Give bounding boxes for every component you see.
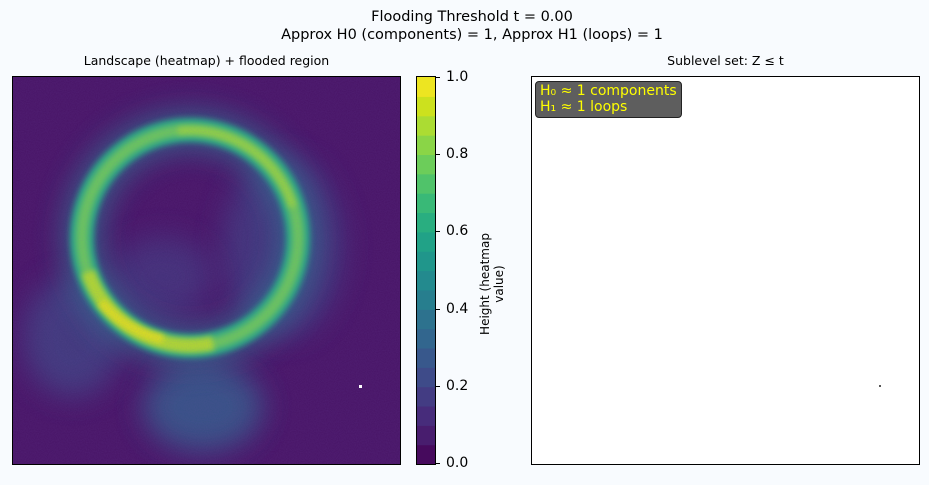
heatmap-noise: [13, 77, 400, 464]
figure-title-line2: Approx H0 (components) = 1, Approx H1 (l…: [281, 27, 663, 43]
colorbar-level: [417, 309, 435, 330]
flooded-point: [359, 385, 362, 388]
sublevel-point: [879, 385, 881, 387]
colorbar-level: [417, 212, 435, 233]
colorbar-level: [417, 270, 435, 291]
colorbar-tick-label: 0.6: [446, 223, 469, 240]
colorbar-tick: [435, 231, 440, 233]
sublevel-title: Sublevel set: Z ≤ t: [667, 53, 784, 68]
colorbar-level: [417, 444, 435, 464]
colorbar-level: [417, 405, 435, 426]
h0-annotation: H₀ ≈ 1 components: [540, 83, 677, 99]
colorbar-tick: [435, 154, 440, 156]
colorbar-tick-label: 0.0: [446, 455, 469, 471]
heatmap-canvas: [13, 77, 400, 464]
colorbar-tick-label: 0.2: [446, 377, 469, 394]
colorbar-label: Height (heatmap value): [478, 233, 506, 335]
heatmap-title: Landscape (heatmap) + flooded region: [83, 53, 330, 68]
colorbar-level: [417, 135, 435, 155]
colorbar-level: [417, 231, 435, 252]
figure-title-line1: Flooding Threshold t = 0.00: [371, 9, 573, 25]
colorbar-level: [417, 193, 435, 214]
colorbar-tick-label: 1.0: [446, 69, 469, 85]
colorbar-tick-label: 0.8: [446, 146, 469, 163]
colorbar-gradient: [417, 77, 435, 464]
colorbar-level: [417, 77, 435, 97]
colorbar-level: [417, 328, 435, 349]
homology-annotation: H₀ ≈ 1 components H₁ ≈ 1 loops: [535, 81, 682, 118]
colorbar-level: [417, 386, 435, 407]
colorbar-level: [417, 251, 435, 272]
colorbar-tick: [435, 77, 440, 78]
colorbar-tick: [435, 385, 440, 387]
colorbar-level: [417, 425, 435, 446]
colorbar-level: [417, 115, 435, 136]
colorbar: [416, 76, 436, 465]
heatmap-plot: [12, 76, 401, 465]
colorbar-level: [417, 173, 435, 194]
colorbar-level: [417, 347, 435, 368]
h1-annotation: H₁ ≈ 1 loops: [540, 99, 628, 115]
colorbar-level: [417, 96, 435, 117]
colorbar-tick: [435, 308, 440, 310]
colorbar-tick-label: 0.4: [446, 300, 469, 317]
colorbar-level: [417, 289, 435, 310]
colorbar-tick: [435, 463, 440, 464]
colorbar-level: [417, 367, 435, 388]
sublevel-plot: H₀ ≈ 1 components H₁ ≈ 1 loops: [531, 76, 920, 465]
colorbar-level: [417, 154, 435, 175]
